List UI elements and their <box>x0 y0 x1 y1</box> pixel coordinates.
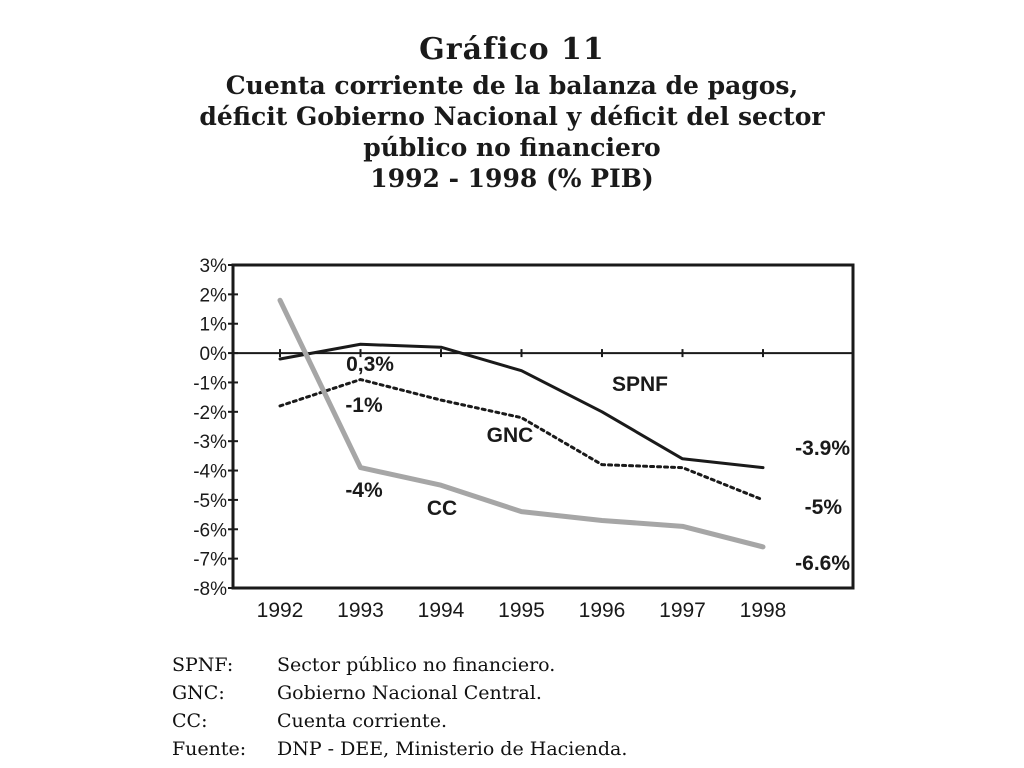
note-row-gnc: GNC: Gobierno Nacional Central. <box>172 679 627 707</box>
y-tick-label: 2% <box>200 285 228 306</box>
data-label-gnc-1998: -5% <box>805 496 843 519</box>
chart-subtitle-line-4: 1992 - 1998 (% PIB) <box>370 164 654 193</box>
y-tick-label: -5% <box>193 491 227 512</box>
y-tick-label: 3% <box>200 256 228 277</box>
data-label-gnc-1993: -1% <box>345 394 383 417</box>
note-text: Cuenta corriente. <box>277 710 447 732</box>
chart-subtitle-line-1: Cuenta corriente de la balanza de pagos, <box>225 71 799 100</box>
x-tick-label: 1998 <box>740 599 787 622</box>
data-label-cc-1998: -6.6% <box>795 552 850 575</box>
series-line-cc <box>277 297 766 550</box>
series-line-spnf <box>278 342 765 470</box>
note-text: Gobierno Nacional Central. <box>277 682 542 704</box>
x-tick-label: 1995 <box>498 599 545 622</box>
y-tick-label: -2% <box>193 403 227 424</box>
note-text: Sector público no financiero. <box>277 654 556 676</box>
x-tick-label: 1992 <box>257 599 304 622</box>
y-tick-label: -3% <box>193 432 227 453</box>
note-row-cc: CC: Cuenta corriente. <box>172 707 627 735</box>
y-tick-label: -1% <box>193 373 227 394</box>
plot-frame <box>231 263 855 590</box>
y-tick-label: -4% <box>193 462 227 483</box>
series-label-spnf: SPNF <box>612 373 668 396</box>
data-label-spnf-1993: 0,3% <box>346 353 394 376</box>
chart-title: Gráfico 11 <box>419 32 605 67</box>
chart-subtitle-line-2: déficit Gobierno Nacional y déficit del … <box>199 102 825 131</box>
series-layer <box>277 297 766 550</box>
x-tick-label: 1993 <box>337 599 384 622</box>
y-tick-label: -6% <box>193 520 227 541</box>
note-key: SPNF: <box>172 654 234 676</box>
axis-layer: 3% 2% 1% 0% -1% -2% -3% -4% -5% -6% -7% -8% 1992 1993… <box>193 256 853 622</box>
y-tick-label: 0% <box>200 344 228 365</box>
x-tick-label: 1996 <box>579 599 626 622</box>
note-row-source: Fuente: DNP - DEE, Ministerio de Haciend… <box>172 735 627 763</box>
note-key: GNC: <box>172 682 225 704</box>
chart-title-block: Gráfico 11 Cuenta corriente de la balanz… <box>0 30 1024 194</box>
notes-block: SPNF: Sector público no financiero. GNC:… <box>172 651 627 763</box>
note-text: DNP - DEE, Ministerio de Hacienda. <box>277 738 628 760</box>
annotation-layer: SPNF GNC CC 0,3% -1% -4% -3.9% -5% -6.6% <box>345 353 850 575</box>
data-label-spnf-1998: -3.9% <box>795 437 850 460</box>
y-tick-label: -7% <box>193 550 227 571</box>
line-chart: 3% 2% 1% 0% -1% -2% -3% -4% -5% -6% -7% -8% 1992 1993… <box>193 256 855 622</box>
series-line-gnc <box>278 378 765 502</box>
series-label-gnc: GNC <box>487 424 534 447</box>
data-label-cc-1993: -4% <box>345 479 383 502</box>
note-key: Fuente: <box>172 738 247 760</box>
x-tick-label: 1997 <box>659 599 706 622</box>
y-tick-label: 1% <box>200 315 228 336</box>
note-row-spnf: SPNF: Sector público no financiero. <box>172 651 627 679</box>
x-tick-label: 1994 <box>418 599 465 622</box>
series-label-cc: CC <box>427 497 457 520</box>
note-key: CC: <box>172 710 208 732</box>
chart-subtitle-line-3: público no financiero <box>363 133 661 162</box>
y-tick-label: -8% <box>193 579 227 600</box>
